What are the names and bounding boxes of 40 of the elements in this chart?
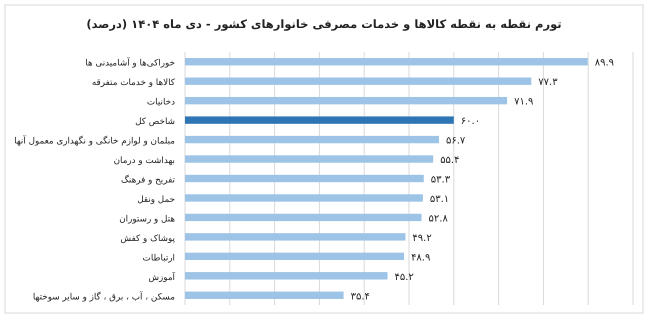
y-tick-label: مبلمان و لوازم خانگی و نگهداری معمول آنها (14, 134, 176, 147)
data-label: ۵۶.۷ (446, 136, 466, 147)
y-tick-label: کالاها و خدمات متفرقه (92, 78, 176, 88)
y-tick-label: مسکن ، آب ، برق ، گاز و سایر سوختها (32, 290, 176, 302)
data-label: ۴۹.۲ (412, 232, 432, 244)
data-label: ۵۳.۳ (430, 174, 451, 186)
y-tick-label: بهداشت و درمان (114, 156, 175, 166)
chart-title: تورم نقطه به نقطه کالاها و خدمات مصرفی خانوارهای کشور - دی ماه ۱۴۰۴ (درصد) (86, 17, 562, 31)
data-label: ۷۷.۳ (538, 77, 558, 88)
data-label: ۸۹.۹ (594, 58, 614, 69)
y-tick-label: پوشاک و کفش (120, 234, 176, 244)
bar (185, 292, 344, 299)
bar (185, 252, 404, 260)
y-tick-label: آموزش (148, 270, 176, 283)
bar (185, 272, 388, 280)
bar (185, 174, 424, 182)
data-label: ۵۳.۱ (430, 194, 450, 205)
bar (185, 96, 508, 104)
y-tick-label: هتل و رستوران (119, 214, 176, 224)
data-label: ۵۵.۴ (440, 155, 460, 166)
data-label: ۵۲.۸ (428, 213, 448, 224)
data-label: ۶۰.۰ (460, 116, 480, 128)
data-label: ۴۸.۹ (411, 252, 430, 264)
bar (185, 136, 440, 144)
y-tick-label: دخانیات (146, 98, 176, 108)
bar (185, 194, 423, 202)
y-tick-label: ارتباطات (142, 253, 175, 264)
y-tick-label: شاخص کل (135, 117, 175, 128)
bar (185, 116, 454, 124)
bar (185, 155, 434, 163)
y-tick-label: حمل ونقل (137, 194, 175, 205)
bar (185, 233, 406, 241)
data-label: ۷۱.۹ (514, 96, 534, 108)
data-label: ۴۵.۲ (394, 272, 414, 283)
bar (185, 77, 532, 85)
bar (185, 58, 588, 66)
bar (185, 214, 422, 222)
y-tick-label: تفریح و فرهنگ (121, 174, 176, 186)
y-tick-label: خوراکی‌ها و آشامیدنی ها (85, 56, 175, 69)
data-label: ۳۵.۴ (350, 291, 370, 302)
